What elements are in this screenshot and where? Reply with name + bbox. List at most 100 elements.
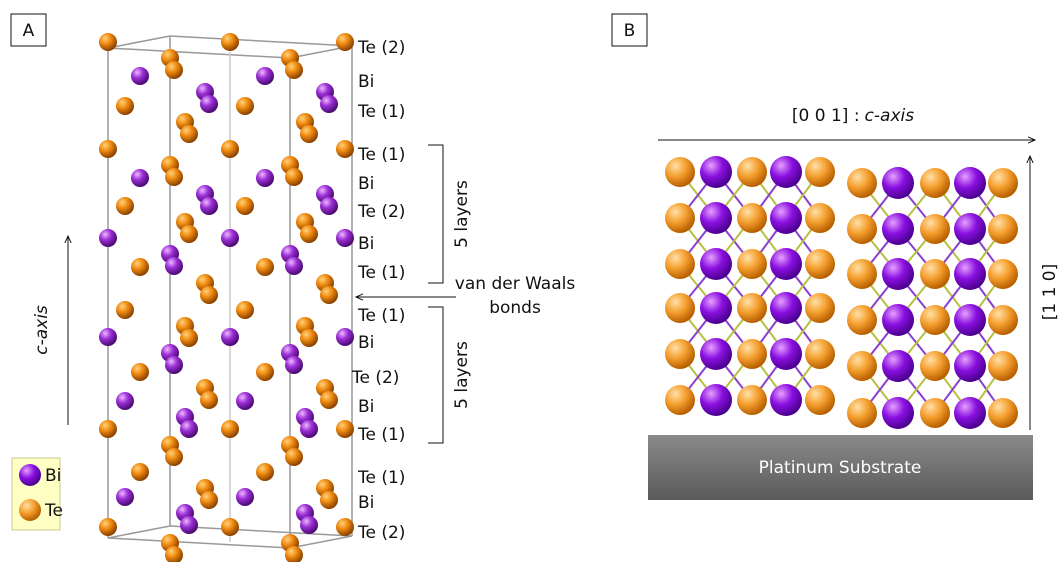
atom (300, 420, 318, 438)
substrate (648, 435, 1033, 500)
atom (847, 259, 877, 289)
atom (300, 329, 318, 347)
unit-cell (107, 35, 353, 549)
bracket (428, 306, 444, 444)
atom (805, 385, 835, 415)
atom (737, 293, 767, 323)
atom (320, 95, 338, 113)
legend-swatch (19, 464, 41, 486)
atom (221, 229, 239, 247)
atom (285, 257, 303, 275)
atom (256, 169, 274, 187)
layer-label: Bi (358, 234, 374, 254)
atom (770, 248, 802, 280)
substrate-label: Platinum Substrate (759, 458, 922, 478)
atom (285, 168, 303, 186)
atom (882, 167, 914, 199)
layer-label: Bi (358, 397, 374, 417)
gap-label: van der Waals (455, 274, 576, 294)
atom (737, 249, 767, 279)
atom (200, 95, 218, 113)
layer-label: Te (1) (357, 263, 405, 283)
atom (336, 328, 354, 346)
bracket-label: 5 layers (452, 180, 472, 248)
atom (99, 420, 117, 438)
legend-label: Te (44, 501, 63, 521)
atom (920, 398, 950, 428)
panel-label-box (611, 13, 648, 47)
atom (336, 33, 354, 51)
atom (737, 339, 767, 369)
atom (256, 363, 274, 381)
atom (882, 397, 914, 429)
axis-label-text: [0 0 1] : (792, 106, 860, 126)
atom (131, 363, 149, 381)
atom (954, 350, 986, 382)
atom (165, 257, 183, 275)
atom (116, 488, 134, 506)
layer-label: Te (1) (357, 102, 405, 122)
atom (700, 156, 732, 188)
lattice (665, 156, 1018, 429)
layer-label: Te (2) (351, 368, 399, 388)
atom (221, 420, 239, 438)
atom (165, 448, 183, 466)
atom (737, 203, 767, 233)
atom (770, 292, 802, 324)
atom (920, 214, 950, 244)
atom (116, 97, 134, 115)
atom (847, 214, 877, 244)
atom (882, 258, 914, 290)
atom (285, 546, 303, 564)
atom (200, 197, 218, 215)
atom (256, 463, 274, 481)
atom (116, 392, 134, 410)
atom (954, 213, 986, 245)
atom (180, 225, 198, 243)
panel-label: B (624, 21, 636, 41)
atom (847, 305, 877, 335)
layer-label: Te (2) (357, 38, 405, 58)
atom (165, 61, 183, 79)
atom (180, 516, 198, 534)
atom (131, 463, 149, 481)
atom (665, 385, 695, 415)
atom (665, 157, 695, 187)
bracket (428, 144, 444, 284)
layer-label: Te (1) (357, 425, 405, 445)
atom (131, 258, 149, 276)
layer-label: Bi (358, 72, 374, 92)
atom (336, 420, 354, 438)
atom (805, 249, 835, 279)
atom (336, 140, 354, 158)
atom (805, 203, 835, 233)
atom (882, 304, 914, 336)
atom (221, 33, 239, 51)
atom (988, 214, 1018, 244)
atom (988, 168, 1018, 198)
atom (700, 292, 732, 324)
atom (285, 61, 303, 79)
atom (236, 301, 254, 319)
atom (336, 518, 354, 536)
atom (700, 338, 732, 370)
atom (737, 385, 767, 415)
atom (165, 168, 183, 186)
atom (665, 339, 695, 369)
atom (116, 301, 134, 319)
legend-label: Bi (45, 466, 61, 486)
atom (700, 384, 732, 416)
atom (180, 125, 198, 143)
legend-swatch (19, 499, 41, 521)
atom (988, 259, 1018, 289)
atom (236, 197, 254, 215)
atom (805, 157, 835, 187)
atom (920, 259, 950, 289)
atom (770, 156, 802, 188)
atom (285, 356, 303, 374)
atom (847, 398, 877, 428)
atom (847, 351, 877, 381)
bracket-label: 5 layers (452, 341, 472, 409)
layer-label: Te (2) (357, 523, 405, 543)
